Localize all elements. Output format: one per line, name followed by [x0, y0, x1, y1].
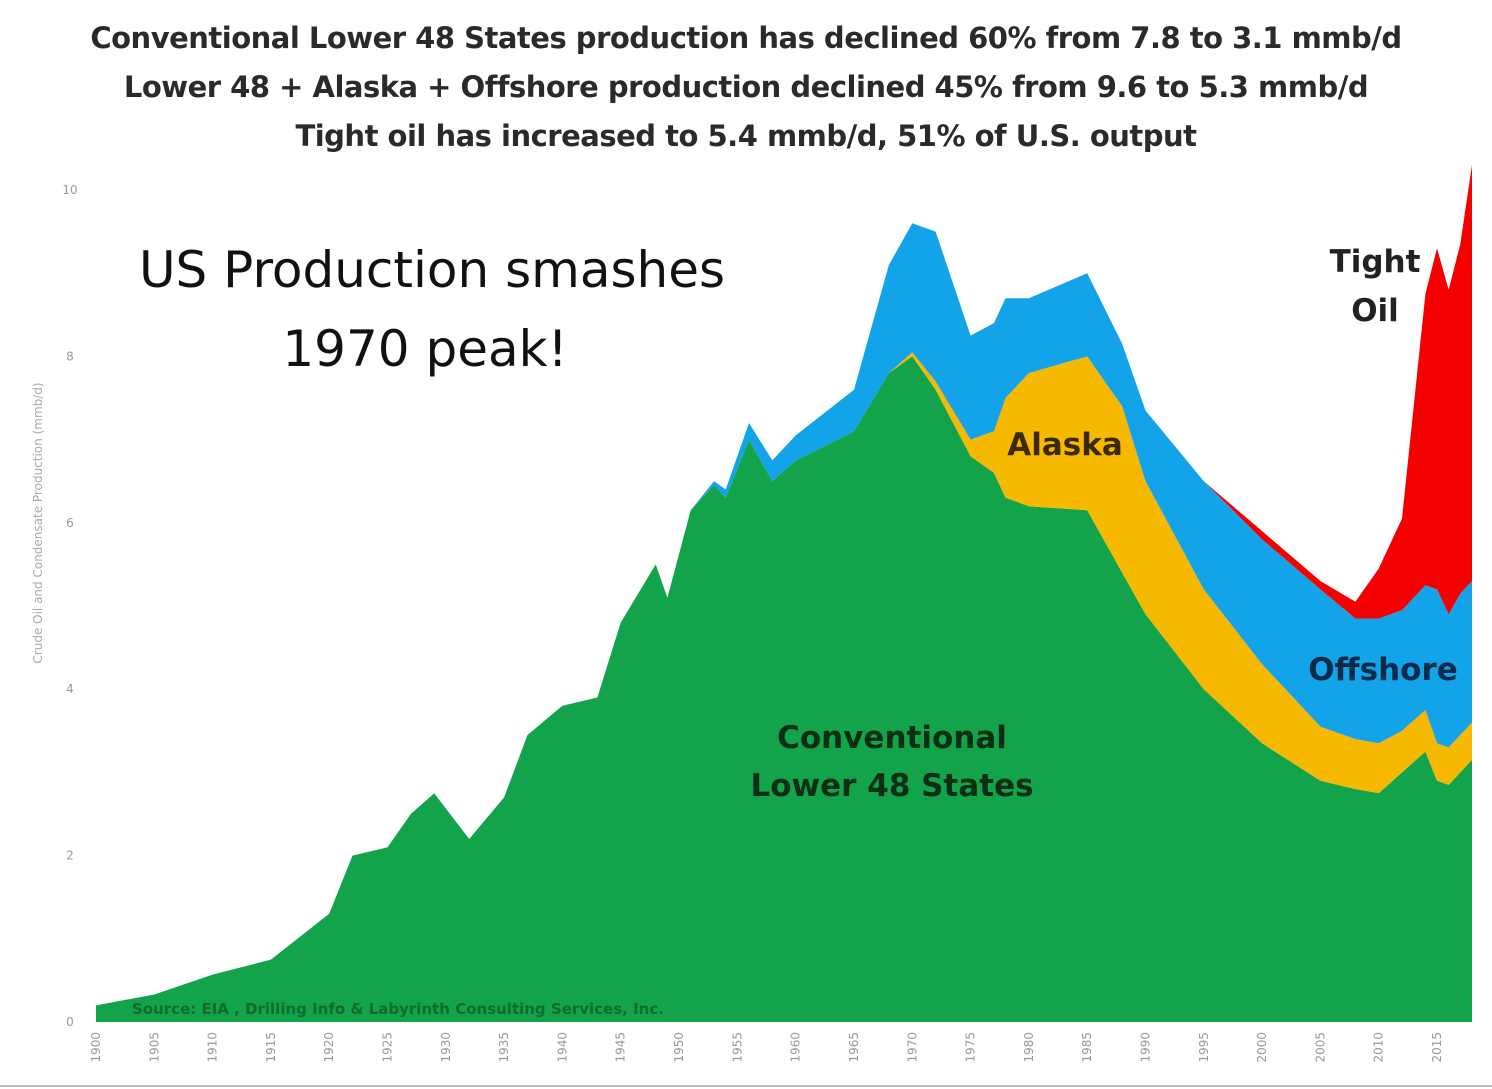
- x-tick-label: 1970: [905, 1032, 919, 1063]
- chart-title: Conventional Lower 48 States production …: [0, 14, 1492, 161]
- title-line-3: Tight oil has increased to 5.4 mmb/d, 51…: [295, 119, 1197, 153]
- x-axis-ticks: 1900 1905 1910 1915 1920 1925 1930 1935 1940 1945…: [89, 1032, 1444, 1063]
- y-tick-label: 0: [66, 1015, 74, 1029]
- headline-line-1: US Production smashes: [139, 241, 725, 299]
- x-tick-label: 2005: [1313, 1032, 1327, 1063]
- x-tick-label: 1960: [789, 1032, 803, 1063]
- x-tick-label: 1955: [730, 1032, 744, 1063]
- x-tick-label: 1925: [381, 1032, 395, 1063]
- source-note: Source: EIA , Drilling Info & Labyrinth …: [132, 1000, 664, 1018]
- y-tick-label: 2: [66, 849, 74, 863]
- title-line-2: Lower 48 + Alaska + Offshore production …: [123, 70, 1369, 104]
- y-axis-label: Crude Oil and Condensate Production (mmb…: [31, 382, 45, 663]
- area-alaska: [96, 352, 1472, 1006]
- x-tick-label: 1980: [1022, 1032, 1036, 1063]
- label-tight-oil-line-2: Oil: [1351, 293, 1399, 329]
- x-tick-label: 1975: [964, 1032, 978, 1063]
- headline-line-2: 1970 peak!: [282, 320, 567, 378]
- x-tick-label: 1965: [847, 1032, 861, 1063]
- x-tick-label: 1905: [147, 1032, 161, 1063]
- label-conventional-line-1: Conventional: [777, 720, 1007, 756]
- x-tick-label: 1945: [614, 1032, 628, 1063]
- x-tick-label: 1915: [264, 1032, 278, 1063]
- area-layer: [96, 165, 1472, 1022]
- x-tick-label: 1910: [206, 1032, 220, 1063]
- y-tick-label: 8: [66, 349, 74, 363]
- x-tick-label: 1995: [1197, 1032, 1211, 1063]
- y-axis-ticks: 0 2 4 6 8 10: [62, 183, 77, 1029]
- y-tick-label: 10: [62, 183, 77, 197]
- area-offshore: [96, 223, 1472, 1006]
- label-tight-oil-line-1: Tight: [1330, 244, 1421, 280]
- area-conventional-lower-48-states: [96, 356, 1472, 1022]
- y-tick-label: 4: [66, 682, 74, 696]
- label-alaska: Alaska: [1007, 427, 1123, 463]
- label-offshore: Offshore: [1308, 652, 1458, 688]
- y-tick-label: 6: [66, 516, 74, 530]
- label-conventional-line-2: Lower 48 States: [750, 768, 1033, 804]
- x-tick-label: 1940: [555, 1032, 569, 1063]
- x-tick-label: 1990: [1138, 1032, 1152, 1063]
- x-tick-label: 1930: [439, 1032, 453, 1063]
- title-line-1: Conventional Lower 48 States production …: [90, 21, 1402, 55]
- x-tick-label: 2000: [1255, 1032, 1269, 1063]
- x-tick-label: 1985: [1080, 1032, 1094, 1063]
- x-tick-label: 2010: [1372, 1032, 1386, 1063]
- x-tick-label: 1950: [672, 1032, 686, 1063]
- x-tick-label: 1920: [322, 1032, 336, 1063]
- x-tick-label: 2015: [1430, 1032, 1444, 1063]
- x-tick-label: 1935: [497, 1032, 511, 1063]
- x-tick-label: 1900: [89, 1032, 103, 1063]
